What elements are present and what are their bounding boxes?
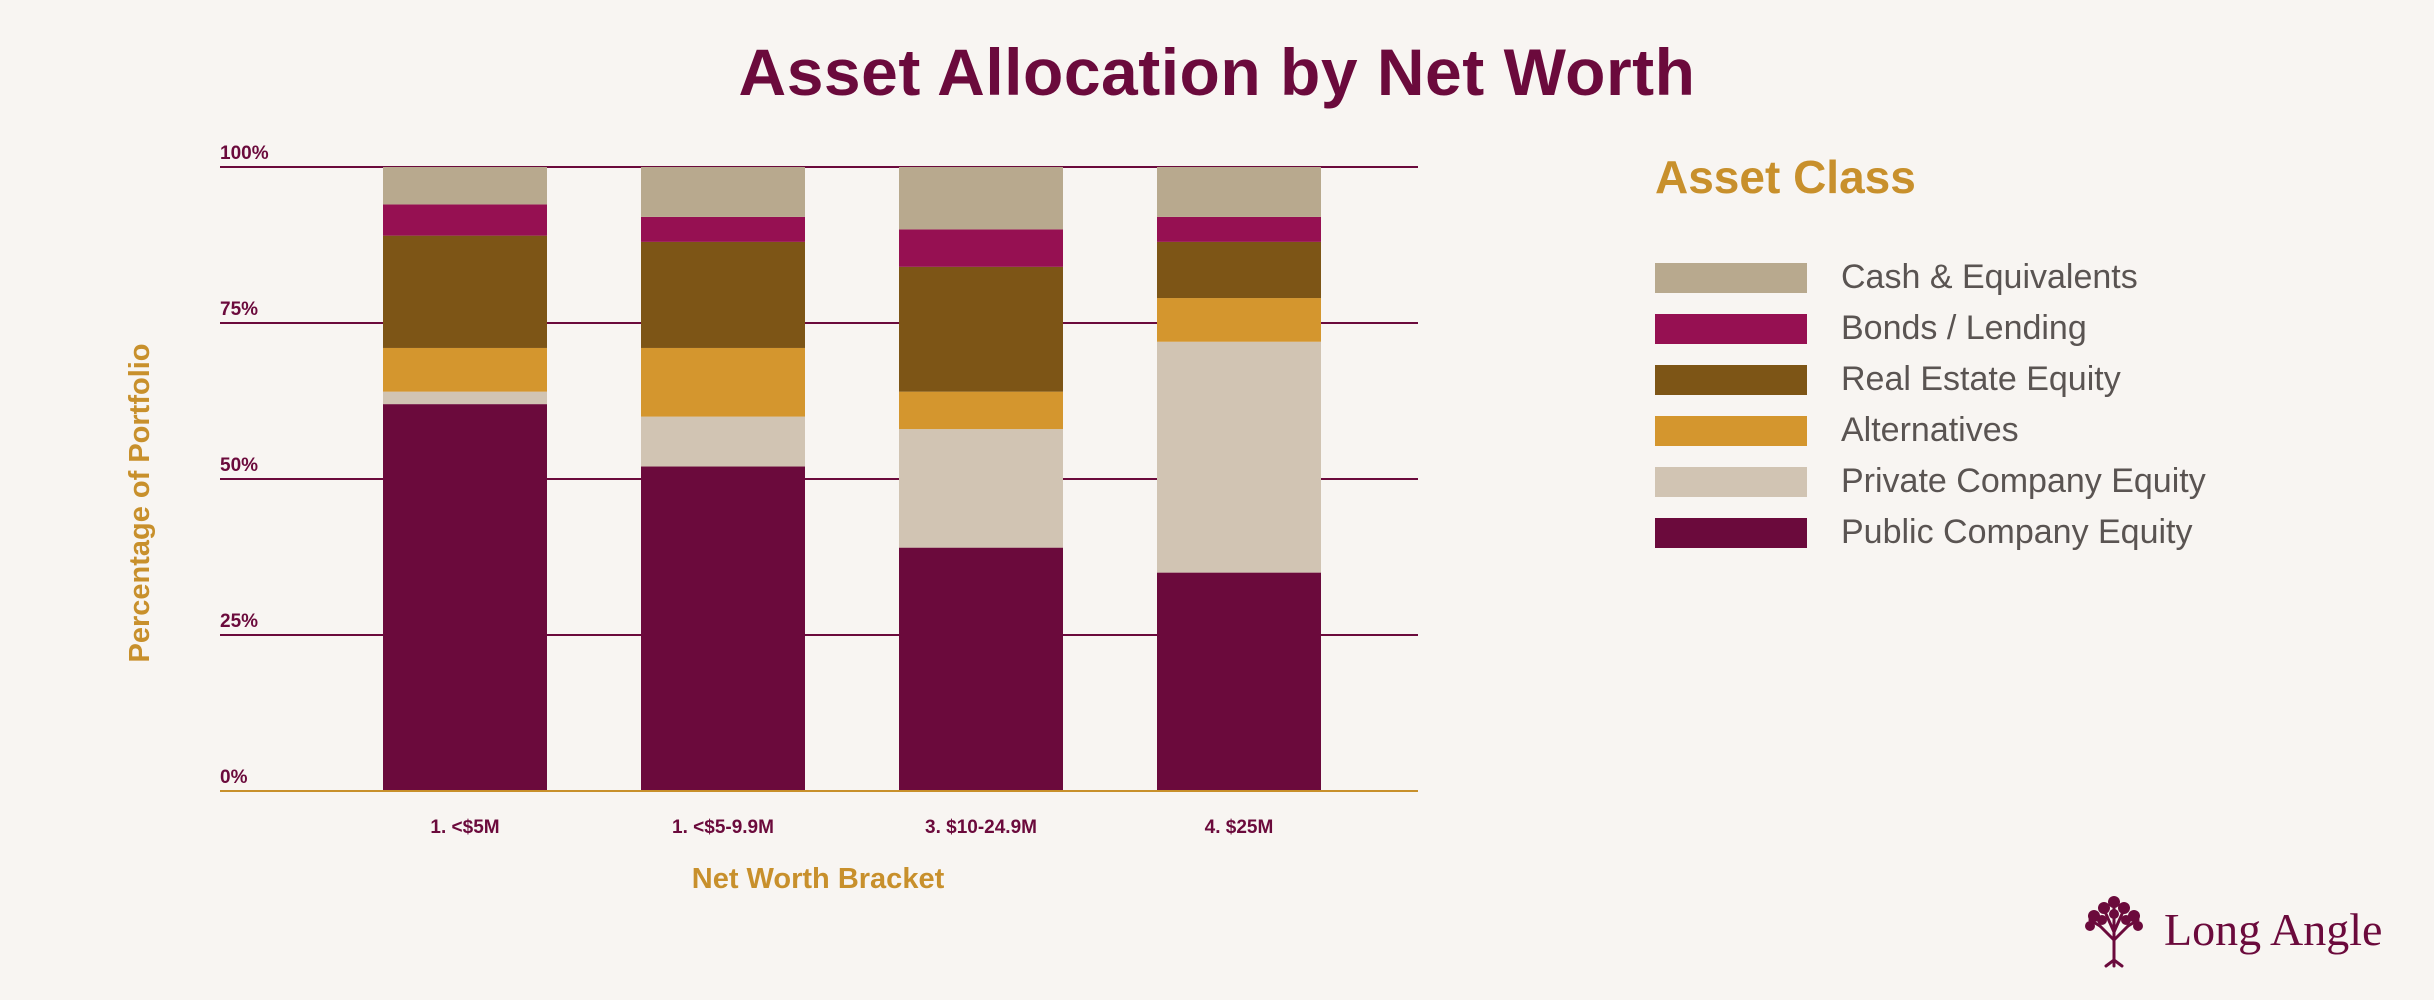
legend-label: Private Company Equity	[1841, 462, 2206, 500]
tree-icon	[2085, 896, 2143, 968]
y-tick-label: 100%	[220, 143, 269, 164]
bar-segment	[1157, 572, 1321, 791]
bar-segment	[899, 266, 1063, 392]
bar-segment	[641, 167, 805, 217]
bar-segment	[641, 347, 805, 417]
legend-swatch	[1655, 313, 1807, 344]
x-tick-label: 3. $10-24.9M	[925, 817, 1037, 838]
legend-label: Real Estate Equity	[1841, 360, 2121, 398]
legend-label: Bonds / Lending	[1841, 309, 2087, 347]
bar-segment	[383, 235, 547, 348]
bar-segment	[1157, 298, 1321, 342]
bar-segment	[383, 347, 547, 392]
stacked-bar-chart: 0% 25% 50% 75% 100% 1. <$5M 1. <$5-9.9M 3. $10-…	[124, 143, 1418, 895]
bar-segment	[899, 229, 1063, 267]
bar-segment	[641, 466, 805, 791]
legend-item: Public Company Equity	[1655, 507, 2375, 558]
bar-segment	[641, 241, 805, 348]
brand-logo: Long Angle	[2082, 890, 2382, 968]
legend-swatch	[1655, 415, 1807, 446]
bar-segment	[899, 391, 1063, 430]
bar-segment	[899, 429, 1063, 548]
y-axis-title: Percentage of Portfolio	[124, 343, 156, 662]
y-tick-label: 75%	[220, 299, 258, 320]
chart-title: Asset Allocation by Net Worth	[738, 35, 1696, 109]
legend: Asset Class Cash & Equivalents Bonds / Le…	[1655, 150, 2375, 558]
legend-label: Cash & Equivalents	[1841, 258, 2138, 296]
bar-segment	[383, 391, 547, 405]
bar-segment	[641, 216, 805, 242]
legend-item: Private Company Equity	[1655, 456, 2375, 507]
y-tick-label: 25%	[220, 611, 258, 632]
bar-segment	[383, 204, 547, 236]
bar-segment	[899, 167, 1063, 230]
legend-item: Real Estate Equity	[1655, 354, 2375, 405]
bar-segment	[383, 167, 547, 205]
bar-segment	[641, 416, 805, 467]
bar-segment	[383, 404, 547, 791]
legend-title: Asset Class	[1655, 151, 1916, 203]
x-tick-label: 4. $25M	[1205, 817, 1274, 838]
legend-swatch	[1655, 262, 1807, 293]
bar-segment	[1157, 216, 1321, 242]
x-axis-title: Net Worth Bracket	[692, 863, 945, 895]
bar-segment	[1157, 341, 1321, 573]
legend-swatch	[1655, 364, 1807, 395]
legend-swatch	[1655, 517, 1807, 548]
y-tick-label: 0%	[220, 767, 248, 788]
legend-item: Alternatives	[1655, 405, 2375, 456]
y-tick-label: 50%	[220, 455, 258, 476]
bar-segment	[1157, 167, 1321, 217]
legend-swatch	[1655, 466, 1807, 497]
legend-item: Bonds / Lending	[1655, 303, 2375, 354]
bar-segment	[899, 547, 1063, 791]
x-tick-label: 1. <$5-9.9M	[672, 817, 774, 838]
x-tick-label: 1. <$5M	[430, 817, 499, 838]
brand-name: Long Angle	[2164, 903, 2383, 955]
bar-segment	[1157, 241, 1321, 299]
legend-items: Cash & Equivalents Bonds / Lending Real Es…	[1655, 252, 2375, 558]
legend-label: Public Company Equity	[1841, 513, 2193, 551]
legend-label: Alternatives	[1841, 411, 2019, 449]
legend-item: Cash & Equivalents	[1655, 252, 2375, 303]
